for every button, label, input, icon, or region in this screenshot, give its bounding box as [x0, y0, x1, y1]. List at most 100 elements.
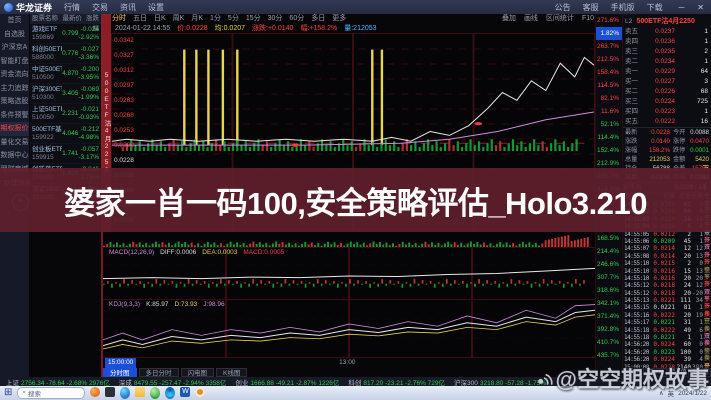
tape-tab[interactable]: H	[656, 368, 667, 377]
chart-view-tab[interactable]: 多日分时	[138, 368, 179, 377]
tape-tab[interactable]: 细	[645, 368, 656, 377]
period-tab[interactable]: 周K	[172, 15, 185, 22]
tape-row[interactable]: 14:55:10 0.0216 15 13 空平	[623, 268, 711, 281]
book-level-row[interactable]: 卖一 0.0229 64	[623, 67, 711, 77]
option-percent-row[interactable]: 435.7%	[596, 352, 619, 359]
book-level-row[interactable]: 买二 0.0226 68	[623, 87, 711, 97]
chart-view-tab[interactable]: 闪电图	[180, 368, 214, 377]
option-percent-row[interactable]: 318.6%	[596, 287, 619, 294]
sidebar-item[interactable]: 期权报价	[0, 122, 29, 136]
sidebar-item[interactable]: 首页	[7, 17, 22, 24]
tape-row[interactable]: 14:55:10 0.0215 2 0 多换	[623, 260, 711, 273]
period-tab[interactable]: 1分	[210, 15, 221, 22]
menu-item[interactable]: 交易	[92, 2, 109, 12]
period-tab[interactable]: 15分	[245, 15, 261, 22]
start-button[interactable]: ⊞	[4, 387, 13, 398]
period-tab[interactable]: 五日	[133, 15, 147, 22]
sidebar-item[interactable]: 资金流向	[0, 71, 29, 78]
option-percent-row[interactable]: 342.1%	[596, 300, 619, 307]
tape-row[interactable]: 14:55:12 0.0218 24 12 多开	[623, 282, 711, 295]
tape-tab[interactable]: 值	[678, 368, 689, 377]
tape-row[interactable]: 14:55:07 0.0214 12 12 双开	[623, 245, 711, 258]
sidebar-item[interactable]: 自选股	[4, 30, 25, 38]
watchlist-row[interactable]: 科创50ETF 588000 0.776 -0.027 -3.36%	[30, 44, 101, 64]
tape-tab[interactable]: 筹	[700, 368, 711, 377]
tape-row[interactable]: 14:55:05 0.0212 2 1 双开	[623, 231, 711, 244]
contract-name[interactable]: 500ETF沽4月2250	[636, 18, 695, 25]
watchlist-row[interactable]: 500ETF基金1599224.046-0.212-4.98%	[30, 124, 101, 144]
macd-panel[interactable]: MACD(12,26,9) DIFF:0.0006 DEA:0.0003 MAC…	[103, 248, 595, 300]
period-tab[interactable]: 多日	[311, 15, 326, 22]
book-level-row[interactable]: 卖四 0.0236 1	[623, 37, 711, 47]
option-percent-row[interactable]: 1.82%	[596, 27, 622, 40]
sidebar-item[interactable]: 策略选股	[0, 98, 29, 105]
titlebar-link[interactable]: 客服	[582, 2, 599, 12]
option-percent-row[interactable]: 263.7%	[596, 43, 619, 50]
menu-item[interactable]: 设置	[148, 2, 165, 12]
option-percent-row[interactable]: 246.6%	[596, 261, 619, 268]
folder-icon[interactable]	[135, 387, 146, 397]
chart-view-tab[interactable]: 分时图	[103, 368, 137, 377]
edge-swirl-icon[interactable]	[165, 387, 176, 399]
option-percent-row[interactable]: 307.7%	[596, 274, 619, 281]
index-quote[interactable]: 深成 8479.55 -257.47 -2.94% 3358亿	[119, 377, 227, 387]
minimize-button[interactable]: ─	[678, 2, 685, 12]
tape-row[interactable]: 14:55:13 0.0221 111 34 多开	[623, 297, 711, 310]
tape-tab[interactable]: 笔	[623, 368, 634, 377]
index-quote[interactable]: 沪深300 3218.80 -57.28 -1.75%	[454, 377, 546, 387]
sidebar-item[interactable]: 数据中心	[0, 152, 29, 159]
option-percent-row[interactable]: 212.5%	[596, 56, 619, 63]
period-tab[interactable]: 月K	[191, 15, 204, 22]
tape-row[interactable]: 14:55:06 0.0209 45 1 多开	[623, 238, 711, 251]
tape-row[interactable]: 14:55:15 0.0221 81 1 多换	[623, 304, 711, 317]
option-percent-row[interactable]: 152.4%	[596, 147, 619, 154]
titlebar-link[interactable]: 公告	[554, 2, 571, 12]
sidebar-item[interactable]: 智能盯盘	[0, 57, 29, 65]
menu-item[interactable]: 资讯	[120, 2, 137, 12]
edge-blue-icon[interactable]	[120, 387, 131, 399]
chart-view-tab[interactable]: K线图	[216, 368, 248, 377]
book-level-row[interactable]: 卖五 0.0237 1	[623, 27, 711, 37]
period-tab[interactable]: 更多	[332, 15, 347, 22]
watchlist-row[interactable]: 游戏ETF 159869 0.799 -0.024 -2.92%	[30, 24, 101, 44]
option-percent-row[interactable]: 11.6%	[601, 108, 619, 115]
chart-tool[interactable]: F10	[581, 15, 594, 22]
sidebar-item[interactable]: 量化交易	[0, 138, 29, 146]
tape-row[interactable]: 14:55:16 0.0222 20 19 多开	[623, 312, 711, 325]
tray-chevron-icon[interactable]: ∧	[658, 390, 664, 397]
option-percent-row[interactable]: 168.5%	[596, 235, 619, 242]
period-tab[interactable]: 60分	[289, 15, 305, 22]
tape-row[interactable]: 14:55:18 0.0222 49 6 多开	[623, 327, 711, 340]
taskbar-search[interactable]: ⌕ 搜索	[17, 387, 86, 399]
vertical-contract-strip[interactable]: 500ETF沽4月2250	[101, 14, 111, 232]
sidebar-item[interactable]: 主力追踪	[0, 84, 29, 92]
book-level-row[interactable]: 买四 0.0223 1	[623, 107, 711, 117]
period-tab[interactable]: 30分	[267, 15, 283, 22]
globe-orange-icon[interactable]	[90, 387, 101, 397]
orange-dot-icon[interactable]	[195, 387, 206, 397]
option-percent-row[interactable]: 371.4%	[596, 313, 619, 320]
watchlist-row[interactable]: 中证500ETF5105004.870-0.200-3.95%	[30, 64, 101, 84]
index-quote[interactable]: 创业 1666.88 -49.21 -2.87% 1226亿	[235, 377, 339, 387]
sidebar-item[interactable]: 沪深京A	[1, 44, 28, 51]
sidebar-item[interactable]: 条件预警	[0, 111, 29, 119]
option-percent-row[interactable]: 82.1%	[600, 95, 619, 102]
kdj-panel[interactable]: KDJ(9,3,3) K:85.97 D:73.93 J:98.96	[103, 300, 595, 358]
period-tab[interactable]: 5分	[227, 15, 239, 22]
tape-row[interactable]: 14:55:10 0.0216 20 20 多开	[623, 275, 711, 288]
volume-panel[interactable]	[103, 232, 595, 248]
titlebar-link[interactable]: 下载	[646, 2, 663, 12]
book-level-row[interactable]: 买一 0.0227 3	[623, 77, 711, 87]
tape-row[interactable]: 14:56:20 0.0223 100 0 空换	[623, 349, 711, 362]
option-percent-row[interactable]: 52.1%	[600, 121, 619, 128]
tape-row[interactable]: 14:56:20 0.0224 39 4 多开	[623, 356, 711, 369]
index-quote[interactable]: 科创 817.20 -23.21 -2.76% 729亿	[348, 377, 445, 387]
watchlist-row[interactable]: 创业板ETF 159915 1.741 -0.057 -3.17%	[30, 144, 101, 164]
book-level-row[interactable]: 买五 0.0222 16	[623, 117, 711, 127]
chart-tool[interactable]: 画线	[523, 15, 538, 22]
index-quote[interactable]: 上证 2756.34 -78.64 -2.68% 2976亿	[6, 377, 110, 387]
option-percent-row[interactable]: 214.4%	[596, 248, 619, 255]
tape-row[interactable]: 14:55:18 0.0221 1 1 双换	[623, 334, 711, 347]
option-percent-row[interactable]: 410.7%	[596, 339, 619, 346]
green-app-icon[interactable]	[150, 387, 161, 399]
